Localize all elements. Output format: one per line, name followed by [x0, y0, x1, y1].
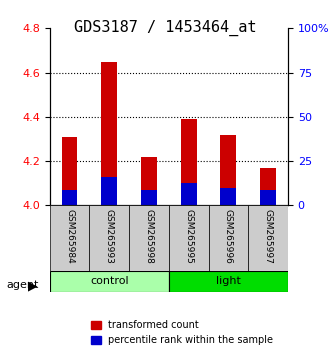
Bar — [141, 190, 157, 205]
Bar — [101, 62, 117, 205]
Text: GSM265984: GSM265984 — [65, 209, 74, 263]
Text: agent: agent — [7, 280, 39, 290]
Bar — [141, 157, 157, 205]
Text: ▶: ▶ — [28, 279, 38, 292]
Text: GSM265996: GSM265996 — [224, 209, 233, 263]
FancyBboxPatch shape — [50, 271, 169, 292]
FancyBboxPatch shape — [169, 205, 209, 271]
Text: GSM265993: GSM265993 — [105, 209, 114, 263]
Bar — [181, 183, 197, 205]
Text: GSM265997: GSM265997 — [263, 209, 273, 263]
Bar — [181, 119, 197, 205]
Bar — [260, 168, 276, 205]
Bar — [62, 137, 77, 205]
Bar — [260, 190, 276, 205]
Legend: transformed count, percentile rank within the sample: transformed count, percentile rank withi… — [87, 316, 277, 349]
Text: GSM265995: GSM265995 — [184, 209, 193, 263]
Text: control: control — [90, 276, 128, 286]
FancyBboxPatch shape — [248, 205, 288, 271]
Text: light: light — [216, 276, 241, 286]
Text: GDS3187 / 1453464_at: GDS3187 / 1453464_at — [74, 19, 257, 36]
FancyBboxPatch shape — [50, 205, 89, 271]
Bar — [220, 135, 236, 205]
FancyBboxPatch shape — [209, 205, 248, 271]
Bar — [62, 190, 77, 205]
Bar — [101, 177, 117, 205]
Bar — [220, 188, 236, 205]
FancyBboxPatch shape — [129, 205, 169, 271]
Text: GSM265998: GSM265998 — [144, 209, 154, 263]
FancyBboxPatch shape — [169, 271, 288, 292]
FancyBboxPatch shape — [89, 205, 129, 271]
